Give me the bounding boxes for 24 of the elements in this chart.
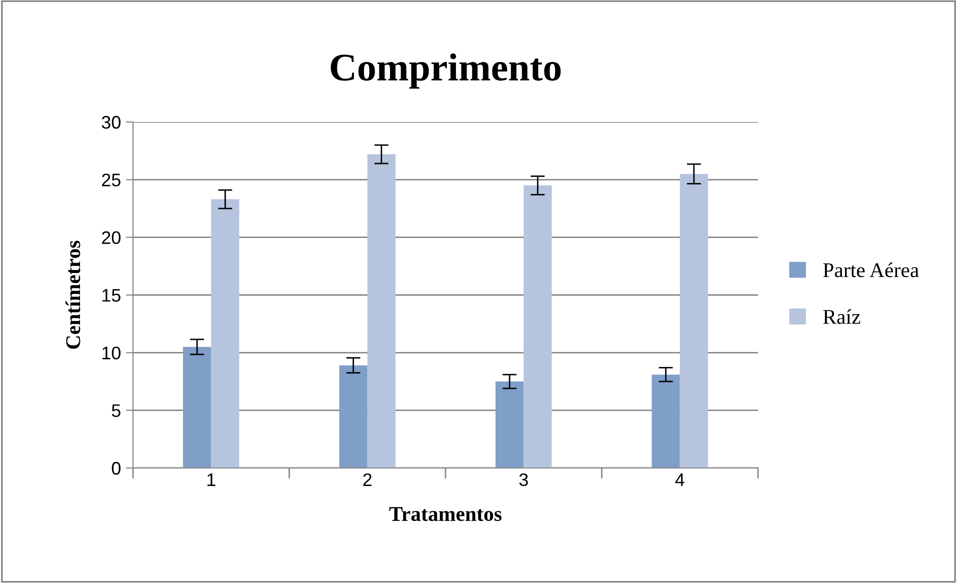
y-tick-label: 5	[112, 404, 120, 418]
chart-title: Comprimento	[330, 53, 561, 89]
bar	[652, 374, 680, 468]
legend-label: Raíz	[823, 309, 860, 324]
y-tick-label: 25	[102, 174, 120, 186]
y-tick-label: 15	[102, 289, 120, 302]
x-tick-label: 3	[519, 473, 528, 486]
bar	[183, 346, 212, 468]
bar	[680, 174, 708, 468]
bar	[496, 382, 524, 468]
bar	[367, 154, 396, 468]
y-tick-label: 0	[112, 462, 120, 475]
x-tick-label: 2	[363, 473, 372, 486]
bar	[524, 185, 552, 468]
x-tick-label: 4	[675, 474, 684, 486]
bar	[339, 365, 368, 468]
bar	[211, 199, 240, 468]
y-tick-label: 20	[102, 231, 120, 244]
x-axis-title: Tratamentos	[389, 507, 502, 522]
y-tick-label: 10	[102, 346, 120, 360]
y-axis-title: Centímetros	[66, 240, 80, 349]
x-tick-label: 1	[207, 474, 216, 486]
legend-label: Parte Aérea	[823, 262, 919, 278]
y-tick-label: 30	[102, 116, 120, 129]
